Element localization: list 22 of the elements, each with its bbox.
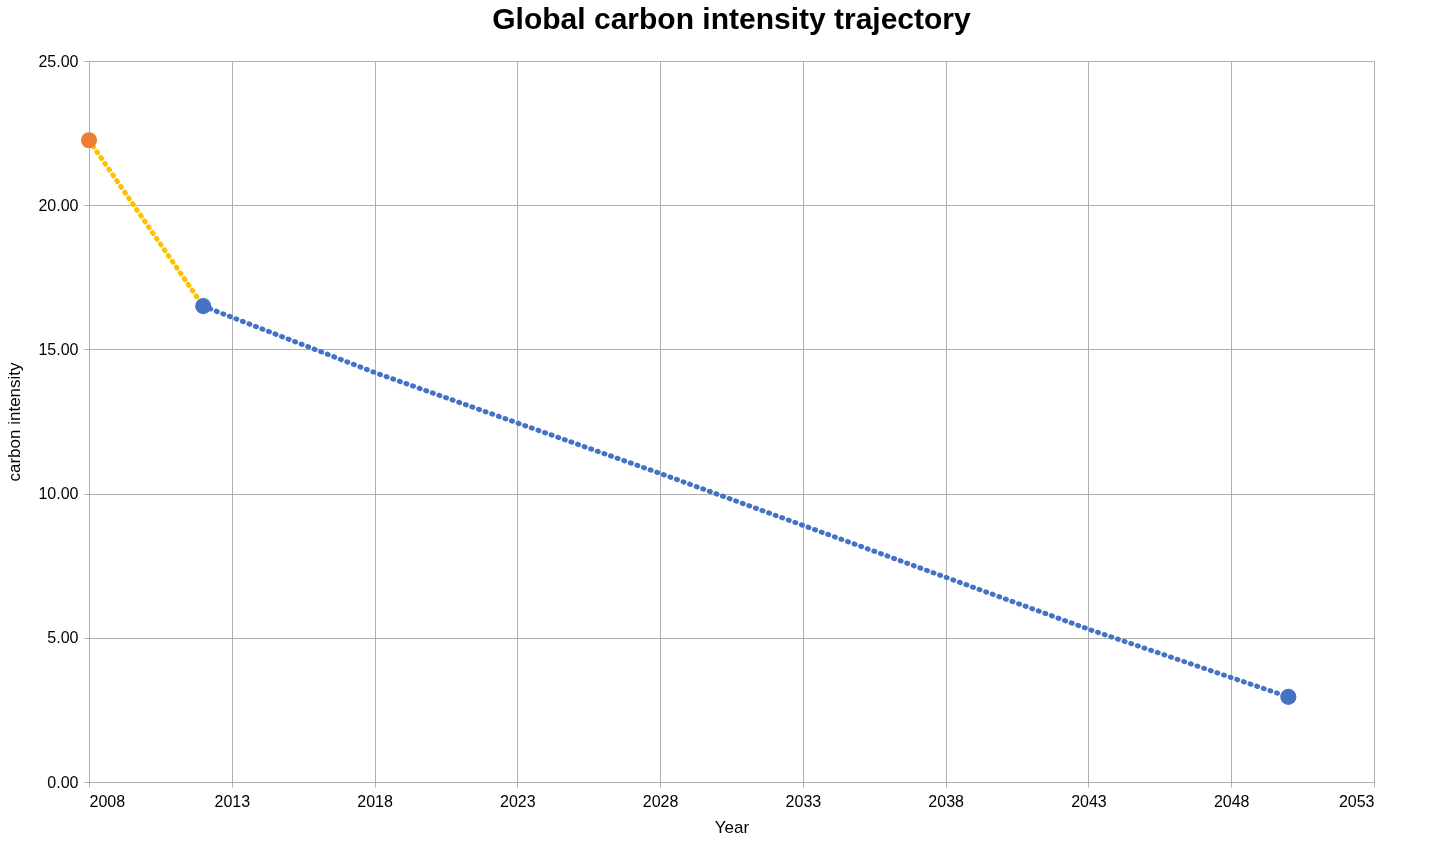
- x-tick-label: 2048: [1213, 792, 1250, 810]
- y-axis-title: carbon intensity: [5, 361, 25, 482]
- x-tick-label: 2018: [357, 792, 393, 810]
- x-tick-label: 2043: [1071, 792, 1107, 810]
- y-tick-label: 15.00: [38, 340, 79, 358]
- x-tick-label: 2038: [928, 792, 965, 810]
- point: [80, 132, 98, 149]
- x-tick-label: 2033: [785, 792, 822, 810]
- point: [195, 298, 212, 315]
- x-tick-label: 2053: [1338, 792, 1375, 810]
- x-tick-label: 2023: [500, 792, 536, 810]
- y-tick-label: 5.00: [47, 629, 79, 647]
- y-tick-label: 25.00: [38, 52, 79, 70]
- y-tick-label: 10.00: [38, 485, 79, 503]
- x-tick-label: 2013: [214, 792, 251, 810]
- y-tick-label: 0.00: [47, 773, 79, 791]
- x-tick-label: 2028: [642, 792, 679, 810]
- chart-title: Global carbon intensity trajectory: [492, 2, 972, 35]
- x-axis-title: Year: [714, 817, 750, 837]
- y-tick-label: 20.00: [38, 196, 79, 214]
- x-tick-label: 2008: [89, 792, 126, 810]
- point: [1280, 688, 1297, 705]
